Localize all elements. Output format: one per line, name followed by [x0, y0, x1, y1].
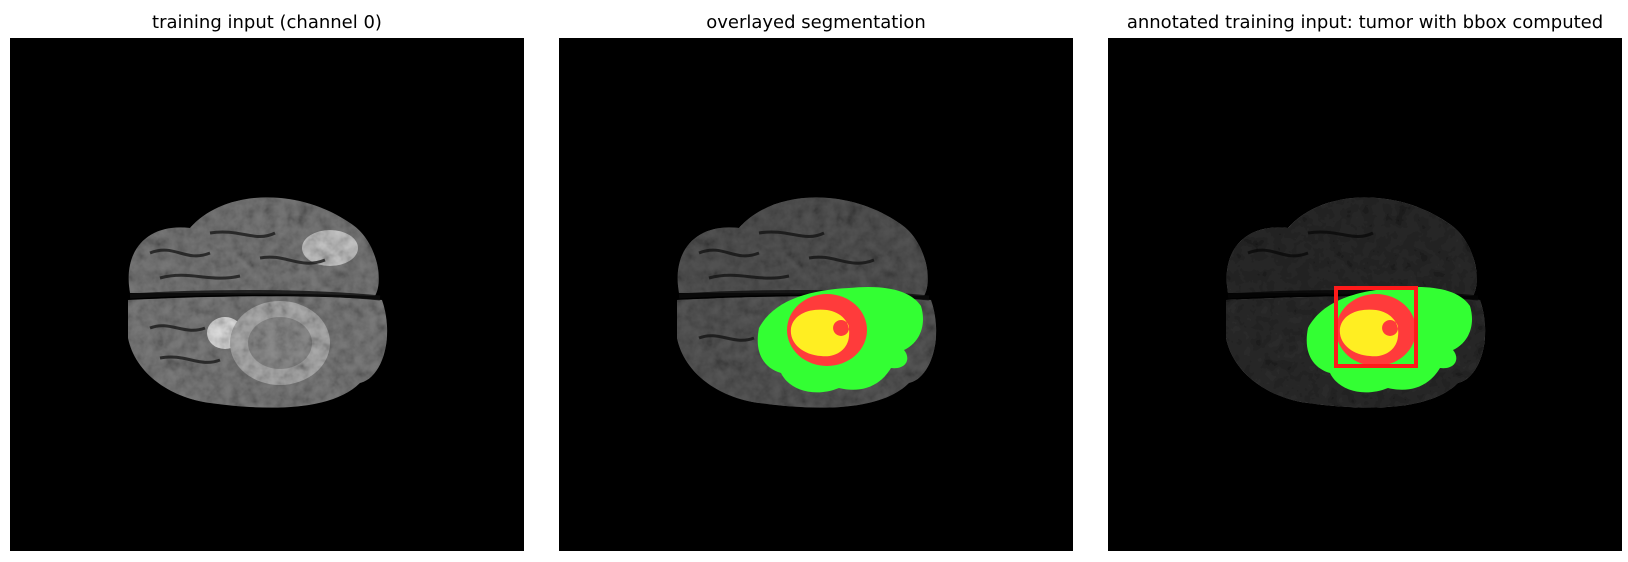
- panel-title: annotated training input: tumor with bbo…: [1126, 12, 1604, 33]
- sulci-lines: [129, 230, 381, 364]
- panel-training-input: training input (channel 0): [10, 0, 524, 562]
- annotated-bbox-image: [1108, 38, 1622, 551]
- enhancing-region: [1339, 309, 1399, 357]
- segmentation-overlay-image: [559, 38, 1073, 551]
- brain-scan: [128, 197, 388, 408]
- panel-title: training input (channel 0): [152, 12, 382, 33]
- mri-slice-image: [10, 38, 524, 551]
- panel-annotated-bbox: annotated training input: tumor with bbo…: [1108, 0, 1622, 562]
- panel-overlayed-segmentation: overlayed segmentation: [559, 0, 1073, 562]
- enhancing-region: [790, 309, 850, 357]
- tumor-bounding-box: [1334, 286, 1418, 368]
- panel-title: overlayed segmentation: [706, 12, 926, 33]
